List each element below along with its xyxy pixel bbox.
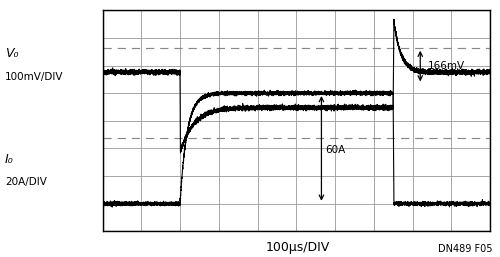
Text: 100μs/DIV: 100μs/DIV: [266, 241, 330, 254]
Text: 60A: 60A: [326, 144, 345, 154]
Text: DN489 F05: DN489 F05: [438, 244, 492, 254]
Text: V₀: V₀: [5, 48, 18, 60]
Text: I₀: I₀: [5, 153, 14, 166]
Text: 100mV/DIV: 100mV/DIV: [5, 72, 64, 82]
Text: 20A/DIV: 20A/DIV: [5, 178, 47, 187]
Text: 166mV: 166mV: [428, 61, 465, 70]
